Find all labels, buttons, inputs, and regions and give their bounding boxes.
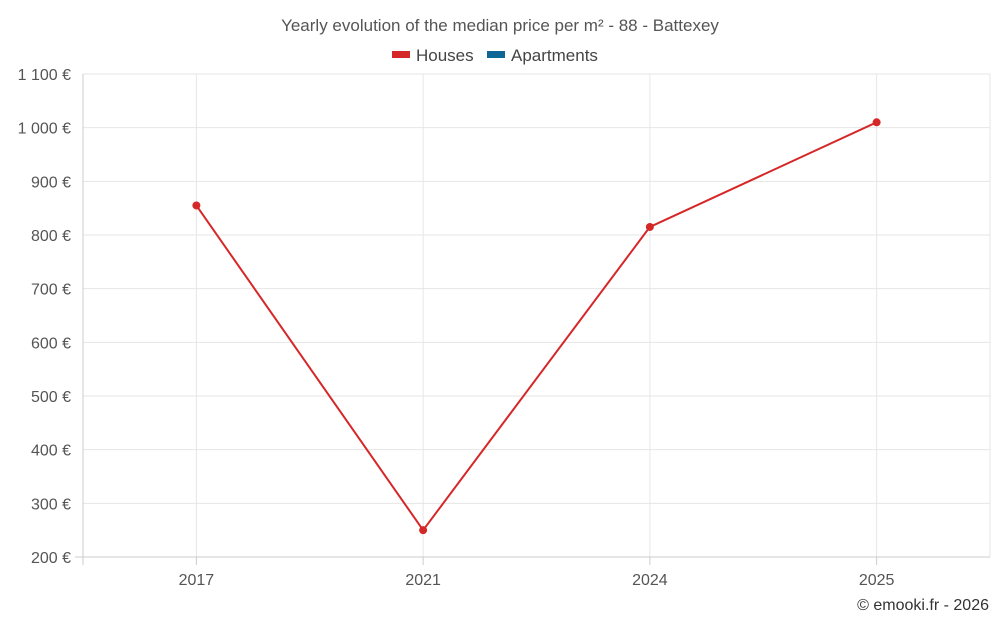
y-tick-label: 300 €	[31, 496, 71, 513]
y-tick-label: 900 €	[31, 174, 71, 191]
chart-title: Yearly evolution of the median price per…	[281, 16, 719, 35]
x-axis-ticks: 2017 2021 2024 2025	[179, 572, 895, 589]
x-tick-label: 2021	[405, 572, 441, 589]
legend-label-apartments[interactable]: Apartments	[511, 46, 598, 65]
data-point-houses[interactable]	[645, 222, 654, 231]
series-houses	[192, 118, 881, 535]
series-line-houses	[195, 121, 878, 532]
y-tick-label: 500 €	[31, 389, 71, 406]
x-tick-label: 2025	[859, 572, 895, 589]
axes	[75, 74, 990, 565]
data-point-houses[interactable]	[872, 118, 881, 127]
y-tick-label: 600 €	[31, 335, 71, 352]
grid	[83, 73, 991, 557]
y-tick-label: 400 €	[31, 443, 71, 460]
legend-label-houses[interactable]: Houses	[416, 46, 474, 65]
legend-swatch-houses[interactable]	[392, 51, 410, 58]
credit-text: © emooki.fr - 2026	[857, 597, 989, 614]
y-axis-ticks: 200 € 300 € 400 € 500 € 600 € 700 € 800 € 900 €…	[18, 67, 71, 567]
x-tick-label: 2017	[179, 572, 215, 589]
y-tick-label: 200 €	[31, 550, 71, 567]
legend-swatch-apartments[interactable]	[487, 51, 505, 58]
x-tick-label: 2024	[632, 572, 668, 589]
y-tick-label: 800 €	[31, 228, 71, 245]
y-tick-label: 700 €	[31, 282, 71, 299]
y-tick-label: 1 000 €	[18, 121, 71, 138]
data-point-houses[interactable]	[192, 201, 201, 210]
legend[interactable]: Houses Apartments	[392, 46, 598, 65]
data-point-houses[interactable]	[419, 526, 428, 535]
y-tick-label: 1 100 €	[18, 67, 71, 84]
